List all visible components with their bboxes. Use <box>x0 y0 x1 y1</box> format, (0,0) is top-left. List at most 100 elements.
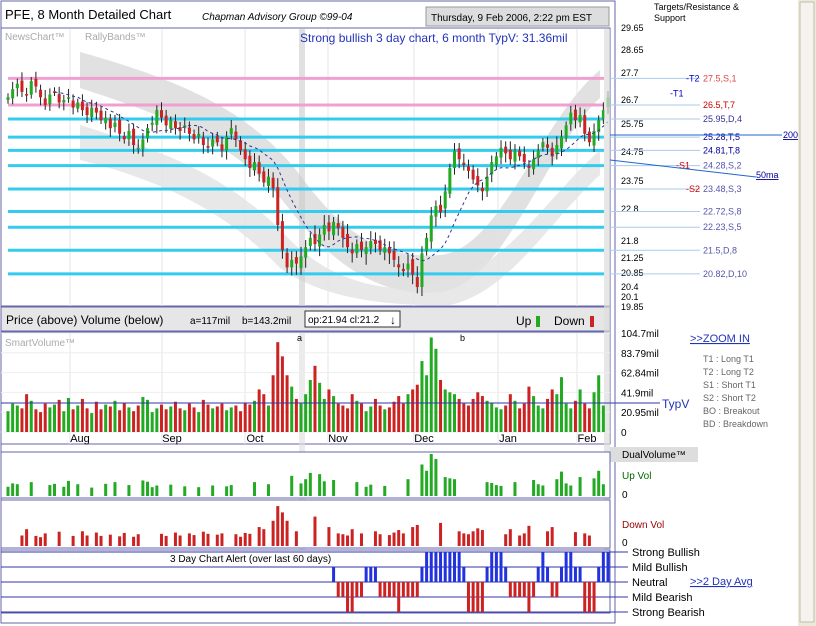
upvol-bar <box>499 485 503 496</box>
alert-bar <box>336 582 340 597</box>
candle-body <box>94 107 98 113</box>
volume-bar <box>34 409 38 432</box>
price-tick: 21.25 <box>621 253 644 263</box>
targets-title-2: Support <box>654 13 686 23</box>
upvol-bar <box>420 464 424 496</box>
alert-bar <box>364 567 368 582</box>
candle-body <box>220 144 224 151</box>
downvol-bar <box>271 520 275 546</box>
downvol-zero: 0 <box>622 538 628 549</box>
upvol-bar <box>66 480 70 496</box>
candle-body <box>271 177 275 189</box>
price-tick: 19.85 <box>621 302 644 312</box>
upvol-bar <box>29 482 33 496</box>
level-labels: 27.5,S,1 26.5,T,7 25.95,D,4 25.28,T,5 24.81,… <box>610 73 747 279</box>
candle-body <box>280 221 284 251</box>
rally-bands <box>80 52 600 306</box>
ma200-label[interactable]: 200ma <box>783 130 811 140</box>
highlight-column-a <box>299 29 305 306</box>
volume-header-text: Price (above) Volume (below) <box>6 313 163 327</box>
volume-bar <box>187 403 191 432</box>
volume-bar <box>62 411 66 432</box>
candle-body <box>229 128 233 135</box>
alert-bar <box>550 582 554 597</box>
volume-bar <box>466 405 470 432</box>
volume-bar <box>536 405 540 432</box>
candle-body <box>425 237 429 251</box>
candle-body <box>406 263 410 270</box>
alert-bar <box>485 567 489 582</box>
volume-tick: 0 <box>621 428 627 439</box>
volume-bar <box>494 407 498 432</box>
volume-bar <box>448 392 452 432</box>
upvol-bar <box>532 480 536 496</box>
downvol-bar <box>178 535 182 546</box>
level-marker: -T1 <box>670 88 684 98</box>
brand-label: Chapman Advisory Group ©99-04 <box>202 12 353 23</box>
downvol-bar <box>411 527 415 546</box>
volume-bar <box>522 403 526 432</box>
volume-bar <box>401 403 405 432</box>
downvol-bar <box>587 535 591 546</box>
upvol-bar <box>155 485 159 496</box>
alert-bar <box>536 567 540 582</box>
month-label: Jan <box>499 433 517 445</box>
zoom-in-link[interactable]: >>ZOOM IN <box>690 333 750 345</box>
candle-body <box>355 244 359 254</box>
candle-body <box>546 144 550 148</box>
candle-body <box>532 159 536 170</box>
volume-bar <box>11 403 15 432</box>
volume-tick: 62.84mil <box>621 369 659 380</box>
downvol-bar <box>257 527 261 546</box>
upvol-bar <box>597 470 601 496</box>
candle-body <box>127 131 131 140</box>
volume-axis: 104.7mil 83.79mil 62.84mil 41.9mil 20.95mil 0 <box>621 329 659 439</box>
volume-bar <box>15 405 19 432</box>
downvol-bar <box>108 534 112 546</box>
downvol-bar <box>39 537 43 546</box>
alert-bar <box>397 582 401 612</box>
ma50-label[interactable]: 50ma <box>756 170 779 180</box>
candle-body <box>25 94 29 96</box>
highlight-column-current <box>604 29 610 613</box>
candle-body <box>536 150 540 159</box>
alert-bars <box>332 552 610 612</box>
volume-bar <box>141 397 145 432</box>
volume-bar <box>197 412 201 432</box>
volume-bar <box>420 361 424 432</box>
downvol-bar <box>132 536 136 546</box>
candle-body <box>420 253 424 287</box>
volume-bar <box>369 406 373 432</box>
candle-body <box>397 264 401 268</box>
upvol-bar <box>443 477 447 496</box>
volume-bar <box>253 400 257 432</box>
candle-body <box>108 118 112 129</box>
downvol-bar <box>471 531 475 546</box>
candle-body <box>43 98 47 106</box>
downvol-bar <box>359 533 363 546</box>
alert-bar <box>476 582 480 612</box>
volume-bar <box>6 411 10 432</box>
alert-bar <box>341 582 345 597</box>
downvol-bar <box>280 512 284 546</box>
volume-bar <box>490 402 494 432</box>
candle-body <box>513 150 517 162</box>
opcl-box <box>304 310 401 328</box>
upvol-bar <box>434 459 438 496</box>
volume-bar <box>90 413 94 432</box>
two-day-avg-link[interactable]: >>2 Day Avg <box>690 576 753 588</box>
datetime-label: Thursday, 9 Feb 2006, 2:22 pm EST <box>431 13 592 24</box>
upvol-bar <box>355 482 359 496</box>
alert-bar <box>443 552 447 582</box>
downvol-bar <box>527 525 531 546</box>
volume-bar <box>597 375 601 432</box>
volume-bar <box>308 379 312 432</box>
alert-bar <box>522 582 526 597</box>
alert-bar <box>383 582 387 597</box>
candle-body <box>48 94 52 105</box>
candle-body <box>201 137 205 145</box>
price-tick: 24.75 <box>621 147 644 157</box>
scrollbar-track[interactable] <box>799 1 815 623</box>
alert-bar <box>350 582 354 612</box>
level-label: 21.5,D,8 <box>703 245 737 255</box>
